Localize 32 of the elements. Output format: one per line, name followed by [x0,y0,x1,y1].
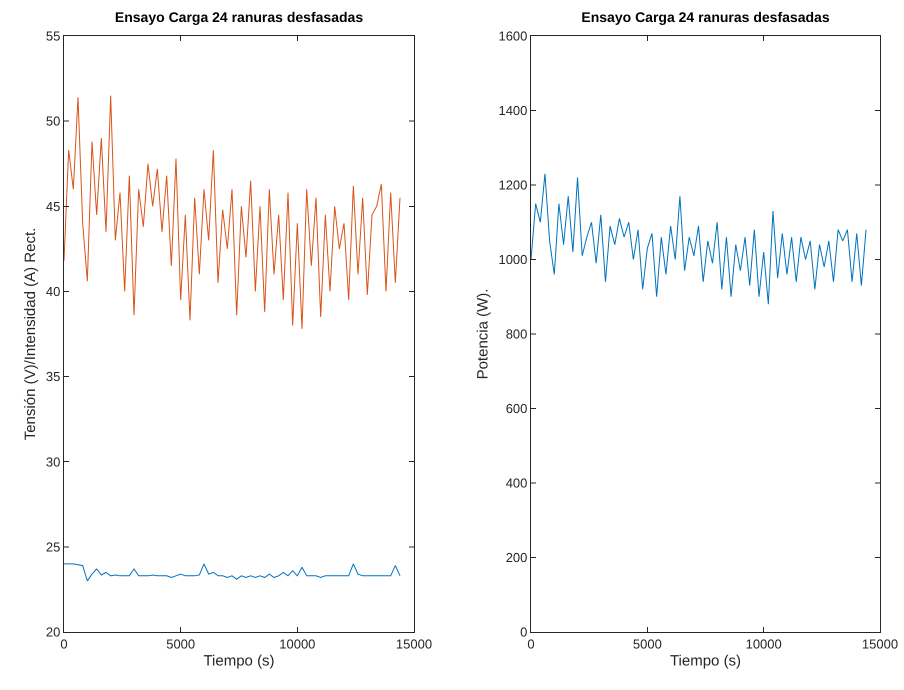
y-tick-label: 400 [506,476,528,491]
x-tick-label: 10000 [746,636,782,652]
y-tick-label: 200 [506,550,528,566]
x-axis-title: Tiempo (s) [203,652,275,670]
line-series [531,173,867,305]
y-tick-label: 1000 [498,252,528,268]
x-tick-label: 10000 [279,636,316,652]
y-tick-label: 0 [520,624,528,640]
line-series [64,563,400,582]
y-tick-label: 600 [506,401,528,416]
y-tick-label: 35 [46,369,60,384]
chart-title: Ensayo Carga 24 ranuras desfasadas [581,8,830,25]
y-tick-label: 55 [46,28,60,44]
y-tick-label: 50 [46,114,60,129]
y-tick-label: 40 [46,284,60,299]
y-tick-label: 25 [46,539,60,554]
x-tick-label: 15000 [862,636,898,652]
y-tick-label: 1600 [498,28,528,44]
line-series [64,95,400,330]
y-axis-title: Tensión (V)/Intensidad (A) Rect. [22,228,40,440]
x-tick-label: 5000 [166,636,196,652]
y-tick-label: 1200 [498,178,528,193]
x-tick-label: 5000 [632,636,662,652]
y-tick-label: 30 [46,454,60,470]
y-tick-label: 20 [46,624,60,640]
chart-title: Ensayo Carga 24 ranuras desfasadas [114,8,364,25]
y-axis-title: Potencia (W). [474,288,492,380]
x-tick-label: 15000 [396,636,432,652]
y-tick-label: 1400 [498,103,528,118]
y-tick-label: 800 [506,326,528,342]
y-tick-label: 45 [46,198,60,214]
x-axis-title: Tiempo (s) [670,652,742,670]
